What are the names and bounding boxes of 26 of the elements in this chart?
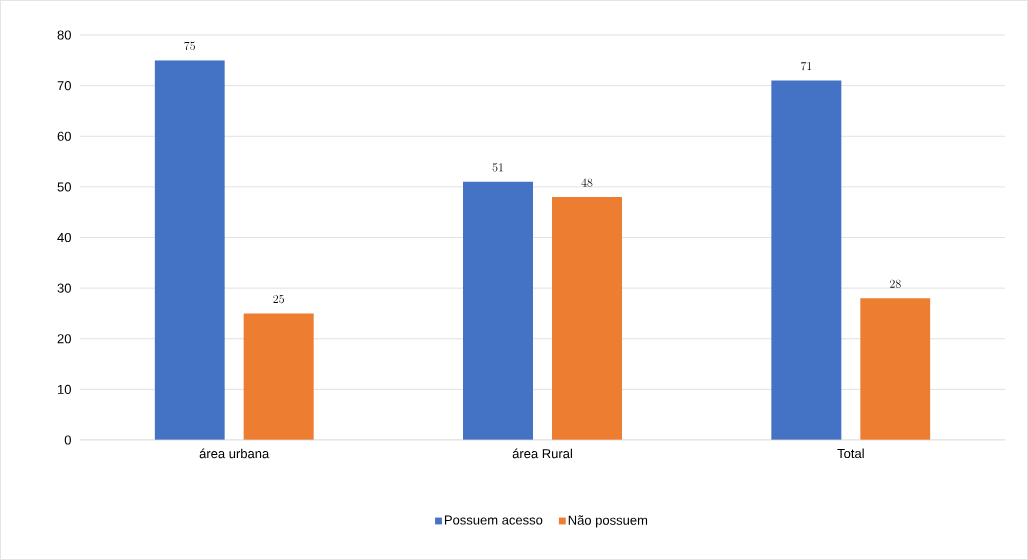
bar	[860, 298, 931, 440]
y-tick-label: 60	[57, 131, 71, 141]
data-label: 71	[801, 61, 812, 71]
y-tick-label: 30	[57, 283, 71, 293]
y-tick-label: 20	[57, 334, 71, 344]
data-label: 25	[273, 294, 284, 304]
data-label: 48	[581, 178, 593, 187]
y-tick-label: 10	[58, 384, 71, 394]
x-tick-label: Total	[837, 448, 864, 459]
y-tick-label: 50	[57, 182, 71, 192]
bar	[243, 313, 314, 440]
y-tick-label: 0	[64, 435, 71, 445]
data-label: 28	[890, 279, 901, 288]
x-tick-label: área urbana	[199, 448, 270, 459]
x-tick-label: área Rural	[512, 448, 572, 459]
data-label: 75	[184, 41, 195, 51]
legend-label: Não possuem	[568, 515, 648, 528]
y-tick-label: 80	[57, 30, 71, 40]
bar	[463, 181, 534, 440]
y-tick-label: 70	[57, 81, 71, 91]
y-tick-label: 40	[57, 232, 71, 243]
legend-label: Possuem acesso	[444, 515, 543, 525]
bar	[154, 60, 225, 440]
bar	[552, 197, 623, 440]
data-label: 51	[492, 163, 503, 172]
bar	[771, 80, 842, 440]
